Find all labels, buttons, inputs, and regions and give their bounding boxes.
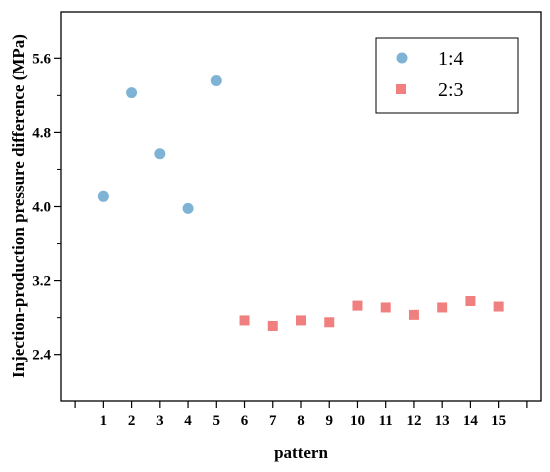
x-tick-label: 3 — [156, 413, 164, 429]
y-tick-label: 3.2 — [32, 274, 51, 290]
x-tick-label: 6 — [241, 413, 249, 429]
data-point-series-1 — [97, 190, 109, 202]
x-tick-label: 4 — [184, 413, 192, 429]
legend-label-2-3: 2:3 — [438, 79, 464, 101]
y-tick-label: 4.8 — [32, 125, 51, 141]
y-tick-label: 4.0 — [32, 200, 51, 216]
x-tick-label: 5 — [213, 413, 221, 429]
y-tick-label: 5.6 — [32, 51, 51, 67]
x-tick-label: 12 — [406, 413, 421, 429]
data-point-series-2 — [296, 315, 306, 326]
x-axis-label: pattern — [274, 443, 328, 462]
data-point-series-2 — [493, 301, 504, 312]
data-point-series-2 — [352, 300, 363, 311]
legend: 1:4 2:3 — [375, 37, 519, 114]
data-point-series-2 — [465, 295, 476, 306]
data-point-series-2 — [437, 302, 448, 313]
data-point-series-2 — [324, 317, 335, 328]
legend-marker-2-3 — [396, 84, 406, 94]
data-point-series-1 — [126, 87, 138, 99]
data-point-series-2 — [239, 315, 250, 326]
x-tick-label: 10 — [350, 413, 365, 429]
data-point-series-1 — [182, 202, 194, 214]
legend-box — [375, 37, 519, 114]
data-marks — [97, 75, 504, 331]
data-point-series-2 — [408, 309, 419, 320]
x-tick-label: 14 — [463, 413, 479, 429]
x-tick-label: 11 — [379, 413, 393, 429]
y-axis-ticks: 2.4 3.2 4.0 4.8 5.6 — [32, 51, 61, 364]
data-point-series-1 — [210, 75, 222, 87]
x-tick-label: 13 — [435, 413, 450, 429]
x-tick-label: 1 — [100, 413, 108, 429]
x-tick-label: 2 — [128, 413, 136, 429]
legend-marker-1-4 — [396, 52, 408, 64]
y-tick-label: 2.4 — [32, 348, 51, 364]
x-tick-label: 7 — [269, 413, 277, 429]
legend-label-1-4: 1:4 — [438, 48, 464, 70]
x-tick-label: 15 — [491, 413, 506, 429]
x-axis-ticks: 1 2 3 4 5 6 7 8 9 10 11 12 13 14 15 — [74, 401, 528, 429]
data-point-series-2 — [380, 302, 391, 313]
x-tick-label: 9 — [325, 413, 333, 429]
x-tick-label: 8 — [297, 413, 305, 429]
y-axis-label: Injection-production pressure difference… — [9, 34, 28, 378]
data-point-series-2 — [267, 320, 278, 331]
data-point-series-1 — [154, 148, 166, 160]
